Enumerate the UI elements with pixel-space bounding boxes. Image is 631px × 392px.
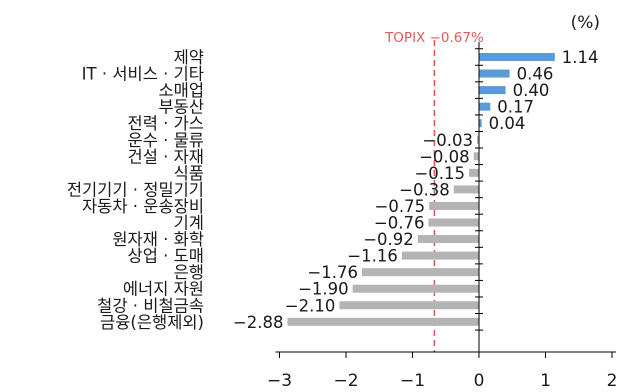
category-label: 원자재 · 화학 xyxy=(112,230,204,249)
value-label: 0.40 xyxy=(513,81,550,100)
x-tick-label: −2 xyxy=(333,371,358,391)
category-label: 철강 · 비철금속 xyxy=(97,296,204,315)
value-label: −0.76 xyxy=(374,214,425,233)
bar xyxy=(339,301,479,310)
category-label: 에너지 자원 xyxy=(123,280,204,299)
category-label: 금융(은행제외) xyxy=(100,313,204,332)
x-tick-label: 1 xyxy=(540,371,551,391)
bar xyxy=(429,201,479,210)
x-tick-label: −1 xyxy=(400,371,425,391)
value-label: −1.90 xyxy=(298,280,349,299)
bar xyxy=(453,185,479,194)
x-tick-label: 2 xyxy=(607,371,618,391)
bar xyxy=(479,86,506,95)
value-label: −0.75 xyxy=(375,197,426,216)
value-label: −0.08 xyxy=(419,147,470,166)
category-label: 식품 xyxy=(174,164,204,183)
category-label: IT · 서비스 · 기타 xyxy=(82,65,204,84)
x-tick-label: 0 xyxy=(474,371,485,391)
category-label: 운수 · 물류 xyxy=(128,131,204,150)
value-label: 0.04 xyxy=(489,114,526,133)
category-label: 은행 xyxy=(174,263,204,282)
value-label: 0.46 xyxy=(517,65,554,84)
bar xyxy=(479,102,491,111)
bar xyxy=(428,218,479,227)
unit-label: (%) xyxy=(571,13,600,33)
category-label: 상업 · 도매 xyxy=(128,247,204,266)
bar xyxy=(479,69,510,78)
bar xyxy=(479,119,482,128)
bar xyxy=(473,152,479,161)
category-label: 부동산 xyxy=(158,98,204,117)
value-label: 0.17 xyxy=(497,98,534,117)
value-label: −1.76 xyxy=(307,263,358,282)
value-label: −1.16 xyxy=(347,247,398,266)
value-label: −2.88 xyxy=(233,313,284,332)
value-label: −0.38 xyxy=(399,180,450,199)
bar xyxy=(401,251,479,260)
x-tick-label: −3 xyxy=(267,371,292,391)
category-label: 건설 · 자재 xyxy=(128,147,204,166)
bar xyxy=(417,235,479,244)
category-label: 기계 xyxy=(174,214,204,233)
value-label: 1.14 xyxy=(562,48,599,67)
category-label: 전기기기 · 정밀기기 xyxy=(67,180,204,199)
bar xyxy=(477,135,479,144)
bar xyxy=(479,53,555,61)
bar xyxy=(352,284,479,293)
category-label: 제약 xyxy=(174,48,204,67)
bar xyxy=(287,317,479,326)
value-label: −0.03 xyxy=(422,131,473,150)
category-label: 전력 · 가스 xyxy=(128,114,204,133)
bar xyxy=(469,168,479,177)
value-label: −0.15 xyxy=(414,164,465,183)
topix-reference-label: TOPIX −0.67% xyxy=(384,30,484,46)
category-label: 자동차 · 운송장비 xyxy=(82,197,204,216)
value-label: −2.10 xyxy=(285,296,336,315)
bar xyxy=(361,268,479,277)
category-label: 소매업 xyxy=(158,81,204,100)
value-label: −0.92 xyxy=(363,230,414,249)
